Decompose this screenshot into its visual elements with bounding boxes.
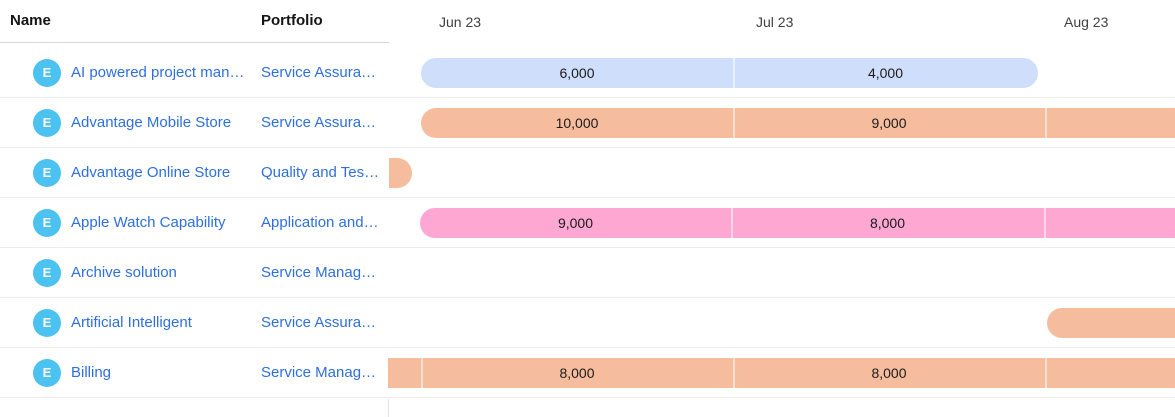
- allocation-segment: 4,000: [733, 58, 1038, 88]
- allocation-segment: [1045, 108, 1175, 138]
- name-cell: E Apple Watch Capability: [33, 198, 226, 247]
- timeline-lane: 9,000 8,000: [0, 198, 1175, 247]
- project-name-link[interactable]: Apple Watch Capability: [71, 214, 226, 231]
- project-name-link[interactable]: Advantage Online Store: [71, 164, 231, 181]
- allocation-value-label: 8,000: [869, 215, 906, 231]
- pane-splitter[interactable]: [388, 399, 389, 417]
- allocation-segment: [389, 158, 412, 188]
- timeline-lane: [0, 148, 1175, 197]
- portfolio-link[interactable]: Service Manag…: [261, 264, 377, 281]
- allocation-value-label: 10,000: [555, 115, 599, 131]
- portfolio-cell: Service Manag…: [261, 248, 376, 297]
- name-cell: E Advantage Online Store: [33, 148, 230, 197]
- portfolio-link[interactable]: Application and…: [261, 214, 379, 231]
- epic-type-badge: E: [33, 308, 61, 337]
- table-row[interactable]: E Artificial Intelligent Service Assura…: [0, 298, 1175, 348]
- allocation-bar[interactable]: 8,000 8,000: [388, 358, 1175, 388]
- column-header-name[interactable]: Name: [10, 12, 51, 29]
- timeline-lane: 8,000 8,000: [0, 348, 1175, 397]
- epic-type-badge: E: [33, 58, 61, 87]
- table-row[interactable]: 9,000 8,000 E Apple Watch Capability Appl…: [0, 198, 1175, 248]
- allocation-value-label: 6,000: [559, 65, 595, 81]
- allocation-bar[interactable]: [1047, 308, 1175, 338]
- name-cell: E Advantage Mobile Store: [33, 98, 231, 147]
- epic-type-badge: E: [33, 258, 61, 287]
- portfolio-link[interactable]: Service Manag…: [261, 364, 377, 381]
- month-header-label: Aug 23: [1064, 14, 1109, 30]
- header-divider-left: [0, 42, 389, 43]
- month-header-label: Jul 23: [756, 14, 794, 30]
- epic-type-badge: E: [33, 108, 61, 137]
- epic-type-badge: E: [33, 208, 61, 237]
- allocation-bar[interactable]: 9,000 8,000: [420, 208, 1175, 238]
- portfolio-link[interactable]: Quality and Tes…: [261, 164, 380, 181]
- portfolio-cell: Service Assura…: [261, 48, 376, 97]
- month-header-label: Jun 23: [439, 14, 482, 30]
- allocation-segment: [1045, 358, 1175, 388]
- allocation-segment: 9,000: [420, 208, 731, 238]
- project-name-link[interactable]: Billing: [71, 364, 112, 381]
- allocation-bar[interactable]: [389, 158, 412, 188]
- table-row[interactable]: E Archive solution Service Manag…: [0, 248, 1175, 298]
- allocation-segment: [1044, 208, 1175, 238]
- timeline-lane: 10,000 9,000: [0, 98, 1175, 147]
- allocation-segment: 9,000: [733, 108, 1045, 138]
- portfolio-cell: Quality and Tes…: [261, 148, 379, 197]
- name-cell: E Archive solution: [33, 248, 177, 297]
- project-name-link[interactable]: Artificial Intelligent: [71, 314, 192, 331]
- table-row[interactable]: 10,000 9,000 E Advantage Mobile Store Ser…: [0, 98, 1175, 148]
- allocation-value-label: 8,000: [559, 365, 595, 381]
- project-name-link[interactable]: Advantage Mobile Store: [71, 114, 232, 131]
- name-cell: E Artificial Intelligent: [33, 298, 192, 347]
- table-row[interactable]: 6,000 4,000 E AI powered project man… Ser…: [0, 48, 1175, 98]
- project-name-link[interactable]: AI powered project man…: [71, 64, 245, 81]
- epic-type-badge: E: [33, 158, 61, 187]
- allocation-value-label: 9,000: [557, 215, 594, 231]
- allocation-value-label: 9,000: [871, 115, 907, 131]
- portfolio-link[interactable]: Service Assura…: [261, 314, 377, 331]
- column-header-portfolio[interactable]: Portfolio: [261, 12, 323, 29]
- allocation-segment: 6,000: [421, 58, 733, 88]
- portfolio-cell: Service Manag…: [261, 348, 376, 397]
- project-name-link[interactable]: Archive solution: [71, 264, 177, 281]
- allocation-value-label: 8,000: [871, 365, 907, 381]
- allocation-segment: [1047, 308, 1175, 338]
- allocation-segment: 10,000: [421, 108, 733, 138]
- table-row[interactable]: E Advantage Online Store Quality and Tes…: [0, 148, 1175, 198]
- timeline-lane: 6,000 4,000: [0, 48, 1175, 97]
- allocation-segment: 8,000: [421, 358, 733, 388]
- epic-type-badge: E: [33, 358, 61, 387]
- allocation-segment: [388, 358, 421, 388]
- name-cell: E AI powered project man…: [33, 48, 244, 97]
- portfolio-link[interactable]: Service Assura…: [261, 114, 377, 131]
- portfolio-cell: Service Assura…: [261, 98, 376, 147]
- grid-header: Name Portfolio Jun 23 Jul 23 Aug 23: [0, 0, 1175, 49]
- timeline-lane: [0, 298, 1175, 347]
- portfolio-link[interactable]: Service Assura…: [261, 64, 377, 81]
- table-row[interactable]: 8,000 8,000 E Billing Service Manag…: [0, 348, 1175, 398]
- portfolio-cell: Service Assura…: [261, 298, 376, 347]
- next-row-partial: [0, 399, 1175, 417]
- allocation-segment: 8,000: [733, 358, 1045, 388]
- allocation-bar[interactable]: 10,000 9,000: [421, 108, 1175, 138]
- allocation-value-label: 4,000: [867, 65, 904, 81]
- allocation-segment: 8,000: [731, 208, 1044, 238]
- portfolio-cell: Application and…: [261, 198, 379, 247]
- allocation-bar[interactable]: 6,000 4,000: [421, 58, 1038, 88]
- name-cell: E Billing: [33, 348, 111, 397]
- grid-rows: 6,000 4,000 E AI powered project man… Ser…: [0, 48, 1175, 398]
